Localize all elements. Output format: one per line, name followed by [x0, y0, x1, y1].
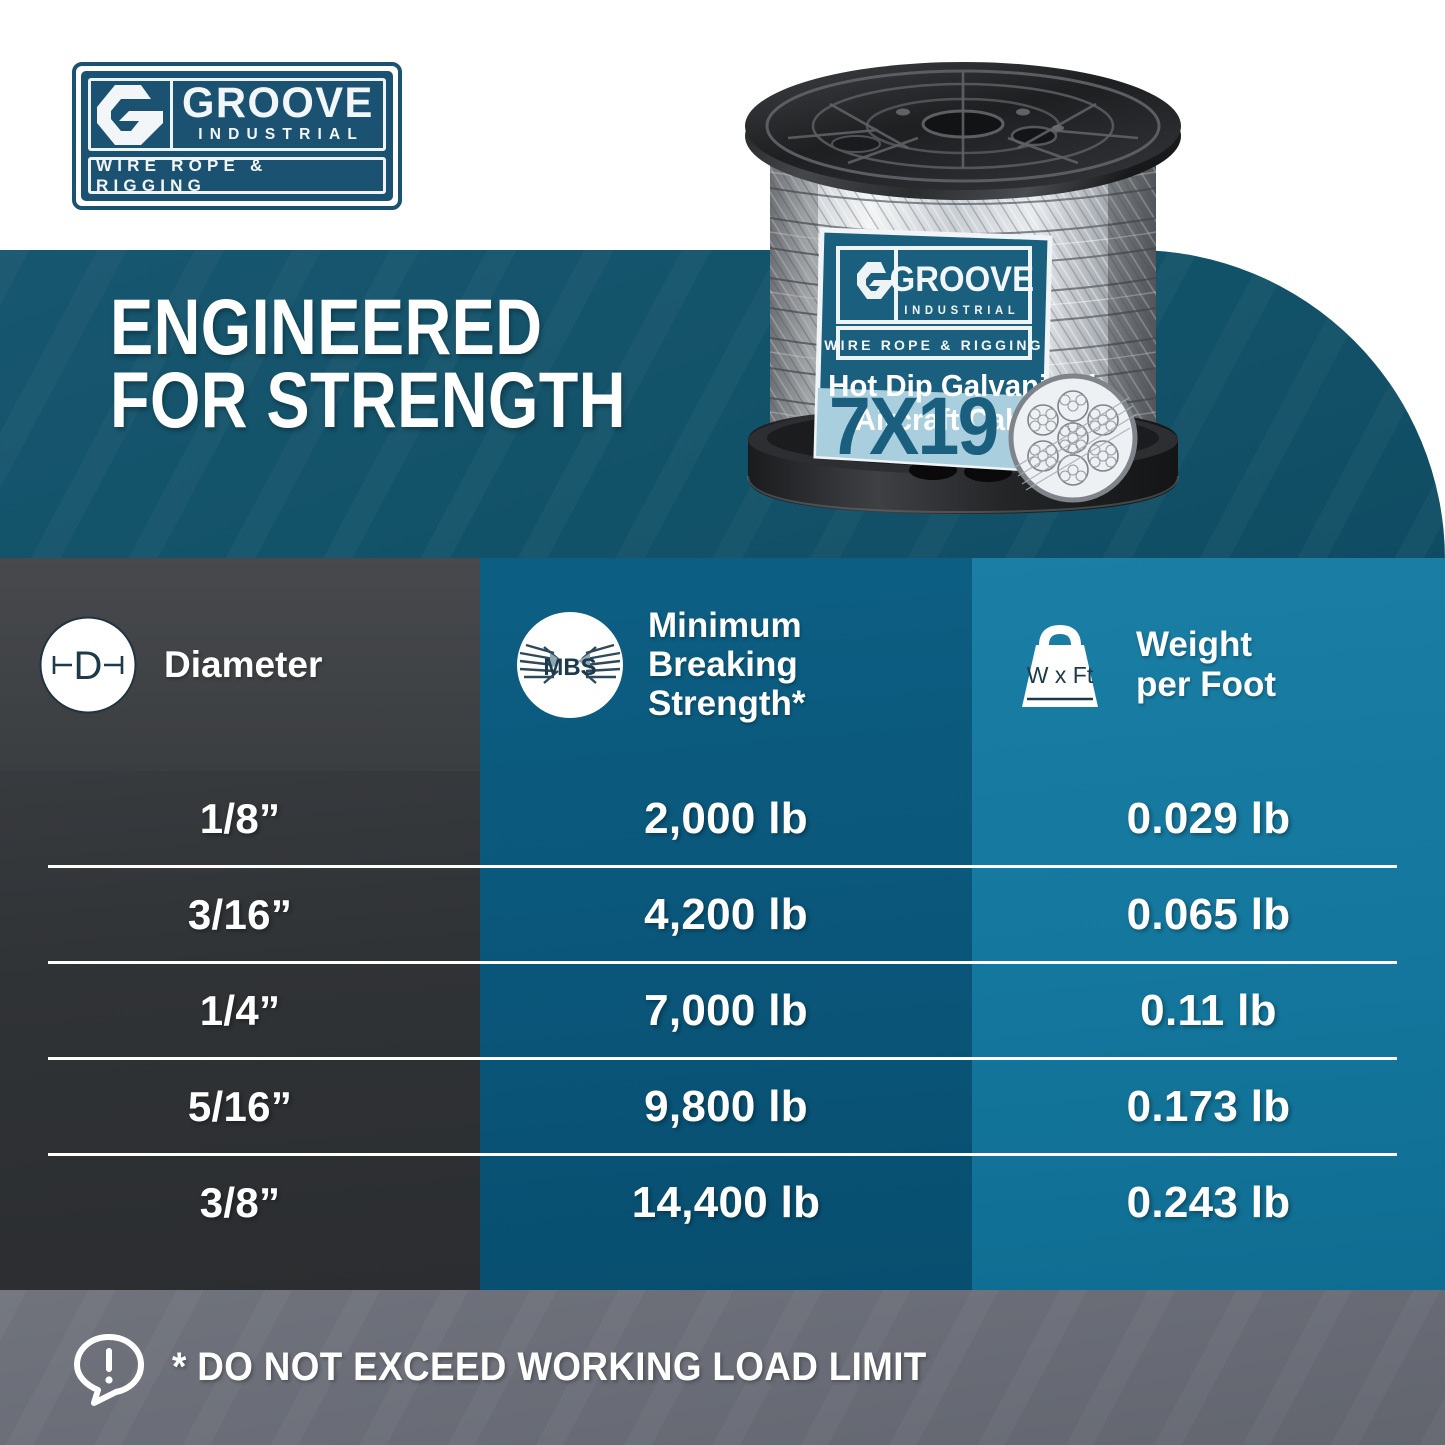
- exclamation-speech-bubble-icon: [72, 1331, 146, 1407]
- table-row: 0.243 lb: [972, 1153, 1445, 1251]
- table-row: 7,000 lb: [480, 961, 972, 1059]
- cell-diameter: 3/16”: [187, 891, 293, 938]
- logo-tagline-bar: WIRE ROPE & RIGGING: [88, 155, 386, 195]
- column-label-mbs: Minimum Breaking Strength*: [648, 605, 806, 724]
- cell-diameter: 5/16”: [187, 1083, 293, 1130]
- logo-brand-name: GROOVE: [182, 78, 375, 127]
- cell-diameter: 1/4”: [199, 987, 281, 1034]
- spool-product-label: GROOVE INDUSTRIAL WIRE ROPE & RIGGING Ho…: [813, 227, 1138, 503]
- table-row: 0.11 lb: [972, 961, 1445, 1059]
- column-label-diameter: Diameter: [164, 643, 323, 685]
- svg-text:W x Ft: W x Ft: [1027, 662, 1094, 688]
- footer-note: * DO NOT EXCEED WORKING LOAD LIMIT: [172, 1345, 927, 1389]
- table-row: 1/4”: [0, 961, 480, 1059]
- cell-weight: 0.065 lb: [1126, 890, 1291, 939]
- mbs-broken-cable-icon: MBS: [514, 609, 626, 721]
- wire-rope-spool-image: GROOVE INDUSTRIAL WIRE ROPE & RIGGING Ho…: [678, 8, 1248, 578]
- table-row: 14,400 lb: [480, 1153, 972, 1251]
- table-row: 1/8”: [0, 771, 480, 867]
- cell-weight: 0.029 lb: [1126, 794, 1291, 843]
- column-weight: W x Ft Weight per Foot 0.029 lb 0.065 lb…: [972, 558, 1445, 1290]
- hero-panel: ENGINEERED FOR STRENGTH: [0, 250, 1445, 560]
- column-header-diameter: D Diameter: [0, 558, 480, 771]
- cell-mbs: 2,000 lb: [644, 794, 808, 843]
- table-row: 0.173 lb: [972, 1057, 1445, 1155]
- table-row: 4,200 lb: [480, 865, 972, 963]
- cell-weight: 0.243 lb: [1126, 1178, 1291, 1227]
- svg-text:7X19: 7X19: [829, 380, 998, 472]
- page-title: ENGINEERED FOR STRENGTH: [110, 282, 626, 445]
- weight-block-icon: W x Ft: [1006, 611, 1114, 719]
- logo-inner-panel: GROOVE INDUSTRIAL WIRE ROPE & RIGGING: [81, 71, 393, 201]
- specs-table: D Diameter 1/8” 3/16” 1/4” 5/16”: [0, 558, 1445, 1290]
- svg-text:D: D: [74, 644, 103, 688]
- footer-warning-bar: * DO NOT EXCEED WORKING LOAD LIMIT: [0, 1290, 1445, 1445]
- svg-text:INDUSTRIAL: INDUSTRIAL: [904, 304, 1019, 317]
- cell-mbs: 7,000 lb: [644, 986, 808, 1035]
- cell-diameter: 1/8”: [199, 795, 281, 842]
- table-row: 5/16”: [0, 1057, 480, 1155]
- logo-tagline: WIRE ROPE & RIGGING: [96, 155, 268, 195]
- column-header-weight: W x Ft Weight per Foot: [972, 558, 1445, 771]
- table-row: 9,800 lb: [480, 1057, 972, 1155]
- svg-text:GROOVE: GROOVE: [890, 260, 1034, 299]
- diameter-d-icon: D: [34, 611, 142, 719]
- table-row: 0.029 lb: [972, 771, 1445, 867]
- table-row: 3/8”: [0, 1153, 480, 1251]
- groove-g-logo-icon: [91, 81, 174, 148]
- cell-diameter: 3/8”: [199, 1179, 281, 1226]
- spool-top-flange: [745, 62, 1181, 200]
- svg-text:MBS: MBS: [543, 654, 596, 681]
- column-diameter: D Diameter 1/8” 3/16” 1/4” 5/16”: [0, 558, 480, 1290]
- column-mbs: MBS Minimum Breaking Strength* 2,000 lb …: [480, 558, 972, 1290]
- cell-weight: 0.11 lb: [1140, 986, 1277, 1035]
- cell-mbs: 4,200 lb: [644, 890, 808, 939]
- table-row: 0.065 lb: [972, 865, 1445, 963]
- column-header-mbs: MBS Minimum Breaking Strength*: [480, 558, 972, 771]
- cell-weight: 0.173 lb: [1126, 1082, 1291, 1131]
- cell-mbs: 9,800 lb: [644, 1082, 808, 1131]
- cells-diameter: 1/8” 3/16” 1/4” 5/16” 3/8”: [0, 771, 480, 1251]
- logo-top-row: GROOVE INDUSTRIAL: [88, 78, 386, 151]
- cells-mbs: 2,000 lb 4,200 lb 7,000 lb 9,800 lb 14,4…: [480, 771, 972, 1251]
- column-label-weight: Weight per Foot: [1136, 625, 1276, 704]
- svg-text:WIRE ROPE & RIGGING: WIRE ROPE & RIGGING: [824, 337, 1043, 353]
- table-row: 2,000 lb: [480, 771, 972, 867]
- cell-mbs: 14,400 lb: [631, 1178, 821, 1227]
- logo-brand-sub: INDUSTRIAL: [198, 125, 365, 143]
- cells-weight: 0.029 lb 0.065 lb 0.11 lb 0.173 lb 0.243…: [972, 771, 1445, 1251]
- company-logo: GROOVE INDUSTRIAL WIRE ROPE & RIGGING: [72, 62, 402, 210]
- table-row: 3/16”: [0, 865, 480, 963]
- logo-wordmark: GROOVE INDUSTRIAL: [173, 81, 383, 148]
- cable-cross-section-icon: [1008, 373, 1138, 503]
